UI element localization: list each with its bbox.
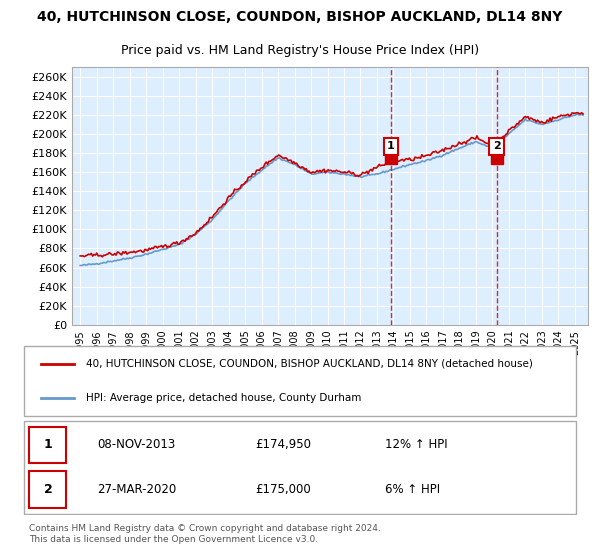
Text: HPI: Average price, detached house, County Durham: HPI: Average price, detached house, Coun…	[86, 393, 361, 403]
Text: 2: 2	[44, 483, 52, 496]
FancyBboxPatch shape	[29, 427, 66, 463]
Text: 27-MAR-2020: 27-MAR-2020	[97, 483, 176, 496]
Text: Contains HM Land Registry data © Crown copyright and database right 2024.
This d: Contains HM Land Registry data © Crown c…	[29, 524, 381, 544]
FancyBboxPatch shape	[23, 346, 577, 416]
Text: 1: 1	[387, 142, 395, 151]
Text: 40, HUTCHINSON CLOSE, COUNDON, BISHOP AUCKLAND, DL14 8NY: 40, HUTCHINSON CLOSE, COUNDON, BISHOP AU…	[37, 10, 563, 24]
Text: Price paid vs. HM Land Registry's House Price Index (HPI): Price paid vs. HM Land Registry's House …	[121, 44, 479, 57]
FancyBboxPatch shape	[29, 472, 66, 507]
Text: 2: 2	[493, 141, 500, 151]
Text: 1: 1	[44, 438, 52, 451]
Text: 08-NOV-2013: 08-NOV-2013	[97, 438, 175, 451]
Text: 40, HUTCHINSON CLOSE, COUNDON, BISHOP AUCKLAND, DL14 8NY (detached house): 40, HUTCHINSON CLOSE, COUNDON, BISHOP AU…	[86, 358, 533, 368]
FancyBboxPatch shape	[23, 421, 577, 514]
Text: £174,950: £174,950	[255, 438, 311, 451]
Text: 12% ↑ HPI: 12% ↑ HPI	[385, 438, 447, 451]
Text: 6% ↑ HPI: 6% ↑ HPI	[385, 483, 440, 496]
Text: £175,000: £175,000	[255, 483, 311, 496]
